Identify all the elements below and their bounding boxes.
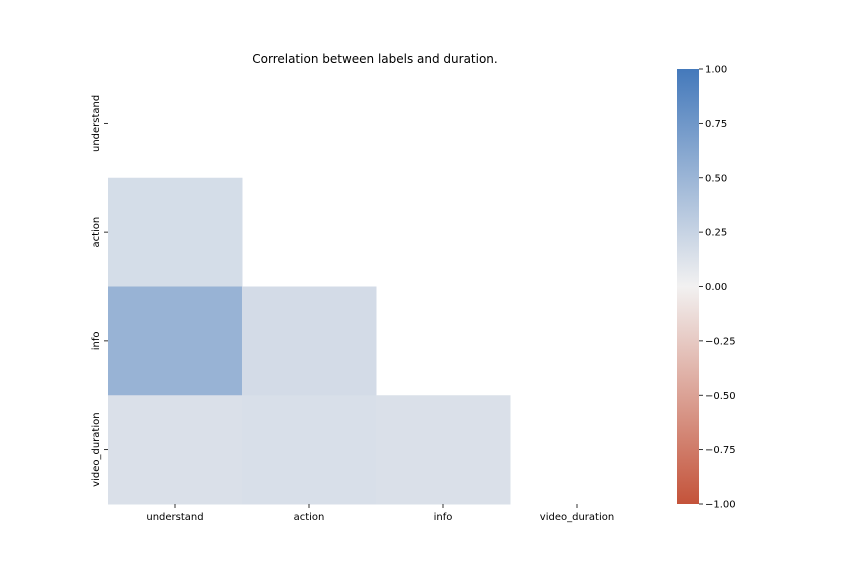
colorbar	[677, 69, 699, 504]
colorbar-tick-label: 0.25	[705, 228, 727, 239]
heatmap-cell	[108, 395, 243, 505]
colorbar-tick-label: −0.75	[705, 445, 736, 456]
colorbar-axis: 1.00 0.75 0.50 0.25 0.00 −0.25 −0.50 −0.75 −1.00	[699, 65, 736, 511]
heatmap-cells	[108, 177, 511, 505]
x-tick-label: action	[294, 512, 325, 523]
heatmap-cell	[376, 395, 511, 505]
y-tick-label: action	[91, 217, 102, 248]
colorbar-tick-label: 0.75	[705, 119, 727, 130]
heatmap-cell	[242, 395, 377, 505]
y-tick-label: info	[91, 331, 102, 350]
x-tick-label: video_duration	[540, 512, 614, 523]
y-axis: understand action info video_duration	[91, 95, 108, 487]
colorbar-tick-label: −1.00	[705, 500, 736, 511]
colorbar-tick-label: 0.50	[705, 173, 727, 184]
heatmap-cell	[108, 286, 243, 396]
x-tick-label: understand	[146, 512, 203, 523]
heatmap-cell	[108, 177, 243, 287]
colorbar-tick-label: 0.00	[705, 282, 727, 293]
x-axis: understand action info video_duration	[146, 504, 614, 523]
y-tick-label: understand	[91, 95, 102, 152]
x-tick-label: info	[434, 512, 453, 523]
y-tick-label: video_duration	[91, 412, 102, 486]
heatmap-cell	[242, 286, 377, 396]
colorbar-tick-label: −0.25	[705, 336, 736, 347]
chart-title: Correlation between labels and duration.	[252, 52, 497, 66]
colorbar-tick-label: 1.00	[705, 65, 727, 76]
colorbar-tick-label: −0.50	[705, 391, 736, 402]
